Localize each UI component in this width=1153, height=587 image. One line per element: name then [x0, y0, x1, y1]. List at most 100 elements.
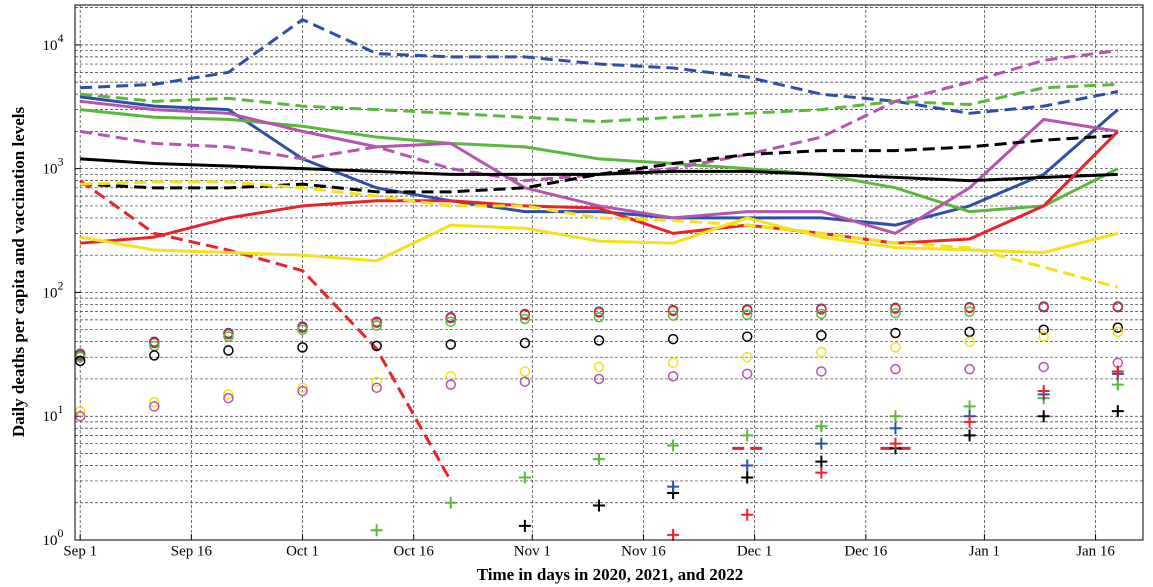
circle-marker [445, 379, 457, 390]
circle-marker [890, 363, 901, 375]
circle-marker [593, 312, 605, 323]
circle-marker [964, 306, 975, 317]
circle-marker [519, 309, 531, 321]
series-line [80, 130, 1119, 245]
circle-marker [741, 368, 753, 380]
plus-marker [963, 429, 976, 442]
circle-marker [519, 337, 531, 349]
circle-marker [445, 316, 457, 327]
y-tick-label: 103 [43, 154, 64, 178]
circle-marker [1038, 361, 1049, 373]
circle-marker [223, 392, 234, 404]
circle-marker [593, 361, 605, 373]
series-line [80, 99, 1119, 235]
circle-marker [223, 331, 234, 342]
series-line [80, 180, 1119, 289]
circle-marker [519, 376, 531, 387]
x-tick-label: Dec 16 [844, 543, 887, 559]
series-line [80, 18, 1119, 115]
circle-marker [964, 336, 975, 347]
circle-marker [890, 303, 901, 314]
x-tick-label: Sep 16 [171, 543, 213, 559]
circle-marker [667, 357, 679, 369]
circle-marker [371, 376, 382, 387]
circle-marker [149, 337, 160, 349]
plus-marker [963, 415, 976, 428]
y-tick-base: 10 [43, 533, 58, 549]
plus-marker [1037, 410, 1050, 423]
circle-marker [741, 351, 753, 363]
y-tick-label: 104 [43, 31, 64, 55]
y-tick-exponent: 1 [58, 402, 64, 416]
circle-marker [1038, 331, 1049, 342]
series-line [79, 216, 1119, 263]
plus-marker [741, 471, 754, 484]
plus-marker [444, 496, 457, 509]
plus-marker [518, 471, 531, 484]
series-line [80, 134, 1118, 194]
series-line [80, 157, 1118, 183]
plot-area [75, 5, 1143, 540]
plus-marker [1111, 365, 1124, 378]
plus-marker [667, 439, 680, 452]
circle-marker [890, 327, 901, 339]
series-line [80, 95, 1119, 227]
circle-marker [149, 401, 160, 412]
x-tick-label: Nov 1 [514, 543, 551, 559]
circle-marker [741, 309, 753, 321]
circle-marker [816, 366, 827, 377]
plus-marker [815, 455, 828, 468]
plus-marker [370, 524, 383, 537]
x-tick-label: Nov 16 [621, 543, 666, 559]
circle-marker [297, 324, 308, 335]
y-tick-label: 100 [43, 526, 64, 550]
circle-marker [445, 339, 457, 350]
circle-marker [593, 335, 605, 346]
circle-marker [816, 330, 827, 341]
series-line [79, 179, 911, 482]
circle-marker [816, 304, 827, 315]
circle-marker [1112, 322, 1124, 333]
plus-marker [1111, 405, 1124, 418]
plus-marker [667, 528, 680, 541]
plus-marker [741, 459, 754, 472]
series-line [80, 82, 1118, 124]
plus-marker [815, 420, 828, 433]
circle-marker [964, 302, 975, 314]
circle-marker [149, 396, 160, 408]
circle-marker [1038, 301, 1049, 313]
y-tick-base: 10 [43, 286, 58, 302]
circle-marker [1112, 301, 1124, 313]
circle-marker [519, 313, 531, 325]
x-tick-label: Jan 1 [969, 543, 1000, 559]
y-tick-base: 10 [43, 162, 58, 178]
y-tick-base: 10 [43, 38, 58, 54]
plus-marker [889, 422, 902, 435]
plus-marker [815, 437, 828, 450]
y-tick-label: 101 [43, 402, 64, 426]
circle-marker [1112, 326, 1124, 338]
plus-marker [741, 508, 754, 521]
circle-marker [74, 351, 86, 363]
circle-marker [1038, 324, 1049, 335]
plus-marker [1111, 378, 1124, 391]
circle-marker [519, 366, 531, 377]
circle-marker [890, 307, 901, 319]
circle-marker [74, 405, 86, 417]
circle-marker [74, 355, 86, 367]
x-tick-label: Jan 16 [1076, 543, 1115, 559]
circle-marker [74, 410, 86, 422]
plus-marker [815, 466, 828, 479]
y-tick-label: 102 [43, 278, 64, 302]
x-tick-label: Dec 1 [737, 543, 772, 559]
y-tick-exponent: 0 [58, 526, 64, 540]
circle-marker [371, 340, 382, 352]
x-axis-title: Time in days in 2020, 2021, and 2022 [477, 565, 744, 584]
plot-border [74, 4, 1144, 541]
plus-marker [592, 499, 605, 512]
plus-marker [1037, 384, 1050, 397]
y-tick-base: 10 [43, 410, 58, 426]
circle-marker [297, 382, 308, 393]
circle-marker [371, 317, 382, 328]
